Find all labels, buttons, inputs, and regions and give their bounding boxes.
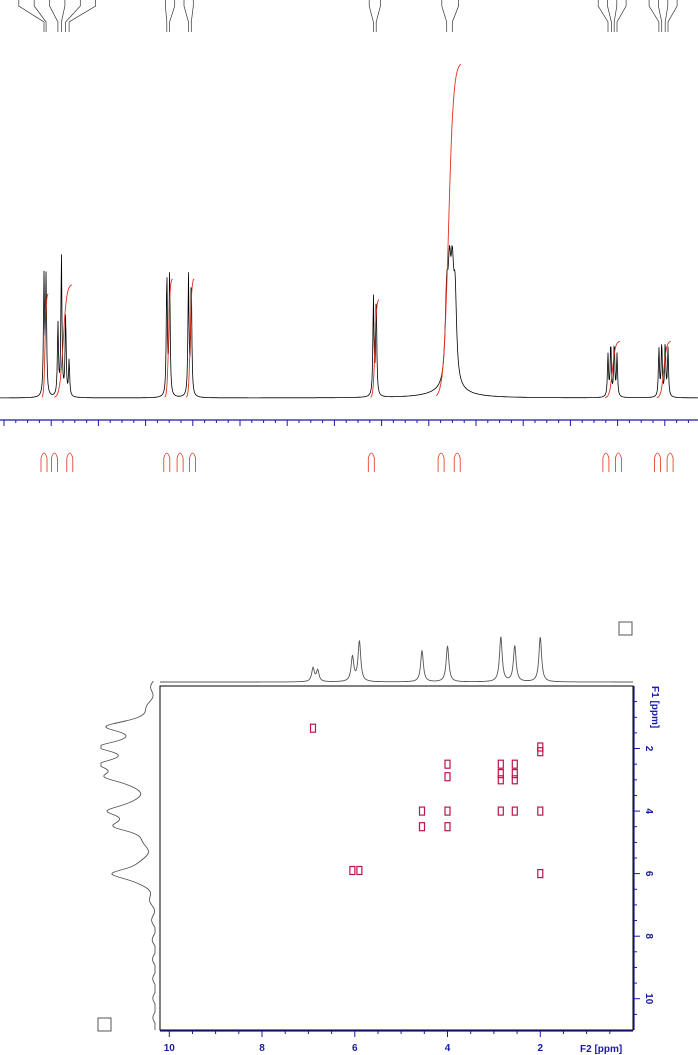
- peak-connector: [648, 0, 660, 32]
- integral-bracket: [163, 452, 171, 472]
- cross-peak: [444, 772, 451, 782]
- f1-tick-label: 10: [643, 993, 654, 1005]
- f1-axis-ticks: 2 4 6 8 10: [634, 701, 654, 1015]
- integral-curve: [656, 340, 671, 399]
- peak-connector: [613, 0, 618, 32]
- cross-peak: [418, 806, 426, 816]
- cross-peak: [497, 759, 504, 769]
- integral-curve: [605, 340, 620, 399]
- integral-bracket: [176, 452, 184, 472]
- integral-bracket: [666, 452, 674, 472]
- cross-peak: [356, 865, 363, 876]
- integral-curve: [435, 63, 462, 397]
- cosy-panel: 10 8 6 4 2 2 4 6 8 10 F2 [ppm] F1 [ppm]: [97, 621, 660, 1055]
- peak-connector: [169, 0, 176, 32]
- peak-connector: [375, 0, 381, 32]
- peak-connector: [597, 0, 609, 32]
- ppm-axis-ticks: [3, 420, 689, 426]
- frame-toggle-box[interactable]: [97, 1017, 112, 1032]
- f1-axis-title: F1 [ppm]: [649, 686, 660, 728]
- f1-tick-label: 8: [643, 933, 654, 939]
- f2-axis-title: F2 [ppm]: [580, 1044, 622, 1055]
- peak-connector: [664, 0, 669, 32]
- proton-spectrum-panel: [0, 0, 698, 472]
- f2-tick-label: 10: [164, 1043, 176, 1054]
- integral-bracket: [615, 452, 622, 472]
- integral-curve: [54, 284, 73, 398]
- cross-peak: [511, 775, 518, 785]
- peak-connector: [61, 0, 66, 32]
- integral-bracket: [437, 452, 445, 472]
- peak-connector: [368, 0, 374, 32]
- integral-bracket: [602, 452, 610, 472]
- f2-tick-label: 8: [259, 1043, 265, 1054]
- f1-projection-trace: [100, 680, 156, 1030]
- cross-peak: [444, 759, 451, 769]
- cross-peak: [537, 747, 544, 757]
- cross-peak: [537, 806, 544, 816]
- frame-toggle-box[interactable]: [618, 621, 633, 636]
- peak-connector: [607, 0, 612, 32]
- integral-bracket: [40, 452, 48, 472]
- peak-connector: [616, 0, 627, 32]
- integral-bracket: [66, 452, 74, 472]
- peak-connector: [33, 0, 47, 32]
- cross-peak: [511, 759, 518, 769]
- f1-tick-label: 6: [643, 871, 654, 877]
- cross-peak: [511, 806, 518, 816]
- cross-peak: [497, 806, 504, 816]
- integral-curve: [41, 293, 49, 398]
- peak-connector: [183, 0, 189, 32]
- cross-peaks: [309, 723, 544, 879]
- integral-curve: [186, 278, 195, 398]
- peak-label-connectors: [18, 0, 678, 32]
- integral-bracket: [51, 452, 58, 472]
- integral-bracket: [189, 452, 196, 472]
- cross-peak: [497, 768, 504, 779]
- peak-connector: [68, 0, 96, 32]
- f1-tick-label: 4: [643, 808, 654, 814]
- cosy-plot-frame: [159, 685, 634, 1031]
- peak-connector: [49, 0, 59, 32]
- peak-connector: [658, 0, 663, 32]
- spectrum-trace: [0, 244, 698, 399]
- peak-connector: [165, 0, 168, 32]
- peak-connector: [65, 0, 81, 32]
- cross-peak: [511, 768, 518, 779]
- peak-connector: [190, 0, 194, 32]
- integral-brackets: [40, 452, 674, 472]
- peak-connector: [667, 0, 678, 32]
- integral-curve: [370, 299, 380, 398]
- cross-peak: [444, 806, 451, 816]
- f2-axis-ticks: 10 8 6 4 2: [164, 1031, 611, 1054]
- integral-bracket: [453, 452, 461, 472]
- cross-peak: [349, 865, 356, 876]
- cross-peak: [537, 868, 544, 879]
- f2-tick-label: 6: [352, 1043, 358, 1054]
- f2-tick-label: 4: [445, 1043, 451, 1054]
- cross-peak: [537, 742, 544, 752]
- f2-projection-trace: [160, 636, 633, 683]
- integral-curves: [41, 63, 671, 399]
- cross-peak: [444, 822, 451, 832]
- integral-bracket: [367, 452, 375, 472]
- f2-tick-label: 2: [538, 1043, 544, 1054]
- peak-connector: [18, 0, 45, 32]
- cross-peak: [418, 822, 426, 832]
- peak-connector: [441, 0, 448, 32]
- integral-bracket: [654, 452, 661, 472]
- cross-peak: [309, 723, 317, 733]
- integral-curve: [164, 278, 173, 398]
- cross-peak: [497, 775, 504, 785]
- f1-tick-label: 2: [643, 746, 654, 752]
- peak-connector: [451, 0, 459, 32]
